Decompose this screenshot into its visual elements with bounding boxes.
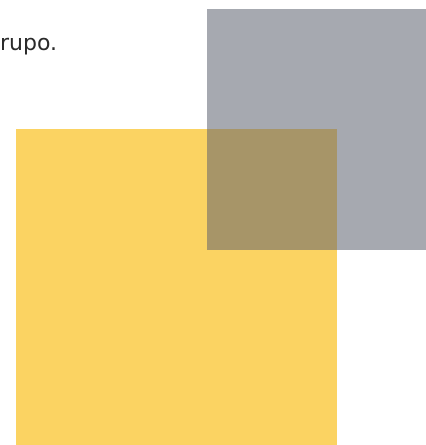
overlap-region <box>207 129 337 250</box>
cropped-text-fragment: rupo. <box>0 31 58 56</box>
